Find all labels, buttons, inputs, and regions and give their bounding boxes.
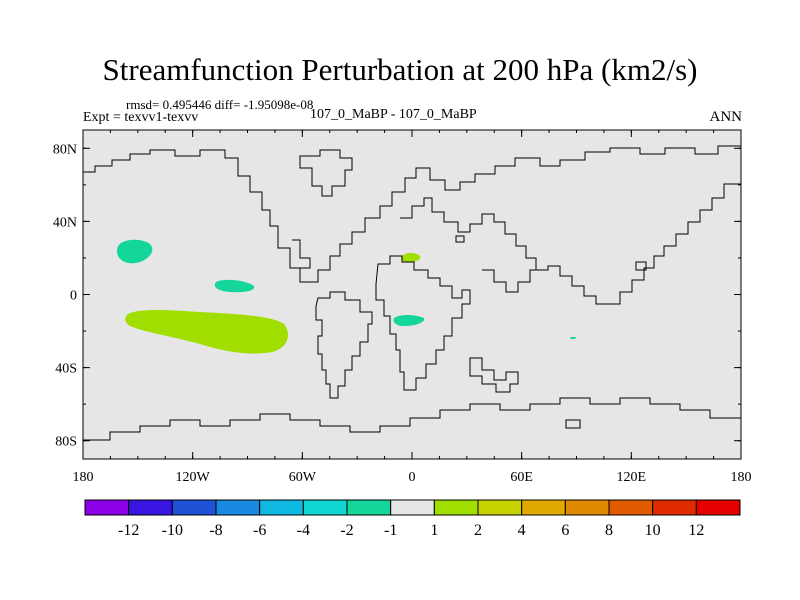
coast-asia-south bbox=[482, 269, 542, 293]
lon-tick-label: 120E bbox=[617, 470, 647, 485]
coast-island-1 bbox=[455, 235, 465, 243]
lat-tick-label: 40S bbox=[55, 362, 77, 377]
colorbar-swatch bbox=[346, 499, 392, 516]
lon-tick-label: 60E bbox=[510, 470, 533, 485]
coast-africa bbox=[375, 255, 471, 391]
coast-australia bbox=[469, 357, 519, 393]
colorbar: -12 -10 -8 -6 -4 -2 -1 1 2 4 6 8 10 12 bbox=[84, 499, 741, 539]
colorbar-label: -12 bbox=[118, 522, 139, 539]
colorbar-swatch bbox=[390, 499, 435, 516]
colorbar-label: 1 bbox=[430, 522, 438, 539]
lat-tick-label: 40N bbox=[53, 215, 77, 230]
anomaly-regions bbox=[116, 239, 576, 354]
colorbar-swatch bbox=[433, 499, 479, 516]
map-background bbox=[83, 130, 741, 459]
coast-asia-east bbox=[608, 183, 741, 305]
lat-tick-label: 80N bbox=[53, 142, 77, 157]
colorbar-swatch bbox=[608, 499, 654, 516]
colorbar-label: 10 bbox=[645, 522, 661, 539]
lon-tick-label: 180 bbox=[731, 470, 752, 485]
anomaly-region bbox=[393, 315, 425, 326]
lon-tick-label: 120W bbox=[176, 470, 211, 485]
anomaly-region bbox=[401, 253, 421, 263]
colorbar-swatch bbox=[564, 499, 610, 516]
colorbar-swatch bbox=[695, 499, 741, 516]
lon-tick-label: 0 bbox=[409, 470, 416, 485]
colorbar-label: -6 bbox=[253, 522, 266, 539]
coast-south-america bbox=[315, 291, 373, 399]
longitude-ticks: 180 120W 60W 0 60E 120E 180 bbox=[73, 130, 752, 485]
colorbar-swatch bbox=[652, 499, 697, 516]
experiment-label: Expt = texvv1-texvv bbox=[83, 110, 199, 125]
colorbar-swatch bbox=[521, 499, 566, 516]
colorbar-swatch bbox=[259, 499, 304, 516]
colorbar-label: 12 bbox=[688, 522, 704, 539]
coastlines bbox=[83, 145, 741, 441]
lat-tick-label: 0 bbox=[70, 289, 77, 304]
anomaly-region bbox=[116, 239, 153, 264]
coast-island-3 bbox=[565, 419, 581, 429]
coast-island-2 bbox=[635, 261, 647, 271]
coast-north-america bbox=[83, 145, 741, 283]
colorbar-label: 6 bbox=[561, 522, 569, 539]
season-label: ANN bbox=[709, 109, 743, 125]
anomaly-region bbox=[570, 337, 576, 339]
colorbar-label: 8 bbox=[605, 522, 613, 539]
coast-antarctica bbox=[83, 397, 741, 441]
coast-greenland bbox=[299, 149, 353, 197]
colorbar-swatch bbox=[171, 499, 217, 516]
lat-tick-label: 80S bbox=[55, 435, 77, 450]
colorbar-swatch bbox=[302, 499, 348, 516]
coast-americas bbox=[292, 239, 311, 269]
colorbar-label: 2 bbox=[474, 522, 482, 539]
case-label: 107_0_MaBP - 107_0_MaBP bbox=[310, 107, 477, 122]
lon-tick-label: 180 bbox=[73, 470, 94, 485]
coast-europe bbox=[400, 197, 608, 305]
lon-tick-label: 60W bbox=[289, 470, 317, 485]
colorbar-label: -8 bbox=[209, 522, 222, 539]
anomaly-region bbox=[214, 279, 255, 293]
latitude-ticks: 80N 40N 0 40S 80S bbox=[53, 142, 741, 450]
colorbar-label: -10 bbox=[162, 522, 183, 539]
colorbar-swatch bbox=[128, 499, 173, 516]
colorbar-swatch bbox=[84, 499, 130, 516]
page-title: Streamfunction Perturbation at 200 hPa (… bbox=[102, 52, 698, 87]
colorbar-label: 4 bbox=[518, 522, 526, 539]
colorbar-swatch bbox=[215, 499, 261, 516]
colorbar-label: -4 bbox=[297, 522, 310, 539]
colorbar-label: -2 bbox=[340, 522, 353, 539]
colorbar-swatch bbox=[477, 499, 523, 516]
rmsd-stats: rmsd= 0.495446 diff= -1.95098e-08 bbox=[126, 97, 314, 112]
anomaly-region bbox=[125, 310, 288, 354]
colorbar-label: -1 bbox=[384, 522, 397, 539]
